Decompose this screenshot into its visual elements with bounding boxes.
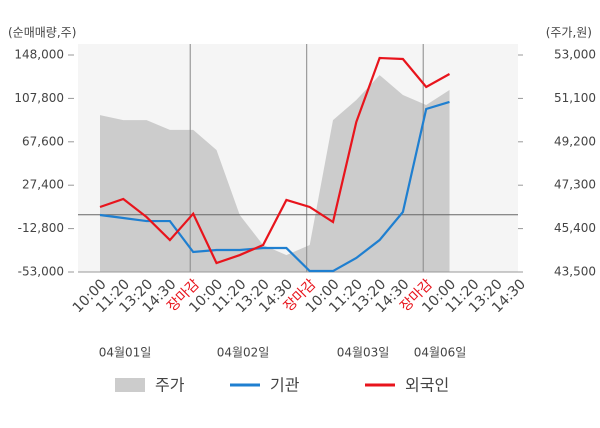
y-axis-label: (순매매량,주) <box>8 26 76 40</box>
y-tick-label: 148,000 <box>14 48 64 62</box>
legend-label: 외국인 <box>405 376 449 395</box>
date-label: 04월03일 <box>337 346 390 360</box>
y2-tick-label: 45,400 <box>554 221 596 235</box>
y-tick-label: 67,600 <box>22 134 64 148</box>
date-label: 04월06일 <box>414 346 467 360</box>
date-label: 04월02일 <box>217 346 270 360</box>
legend-swatch <box>115 378 145 392</box>
y-tick-label: 27,400 <box>22 178 64 192</box>
y-tick-label: -53,000 <box>18 265 64 279</box>
price-area <box>100 75 450 273</box>
y2-tick-label: 43,500 <box>554 265 596 279</box>
series-line <box>99 100 450 273</box>
y-tick-label: -12,800 <box>18 221 64 235</box>
y2-tick-label: 49,200 <box>554 134 596 148</box>
y2-tick-label: 51,100 <box>554 91 596 105</box>
y2-tick-label: 53,000 <box>554 48 596 62</box>
date-label: 04월01일 <box>99 346 152 360</box>
y2-tick-label: 47,300 <box>554 178 596 192</box>
y2-axis-label: (주가,원) <box>546 26 592 40</box>
series-line <box>99 56 451 265</box>
legend-label: 기관 <box>270 376 300 395</box>
y-tick-label: 107,800 <box>14 91 64 105</box>
legend-label: 주가 <box>155 376 185 395</box>
